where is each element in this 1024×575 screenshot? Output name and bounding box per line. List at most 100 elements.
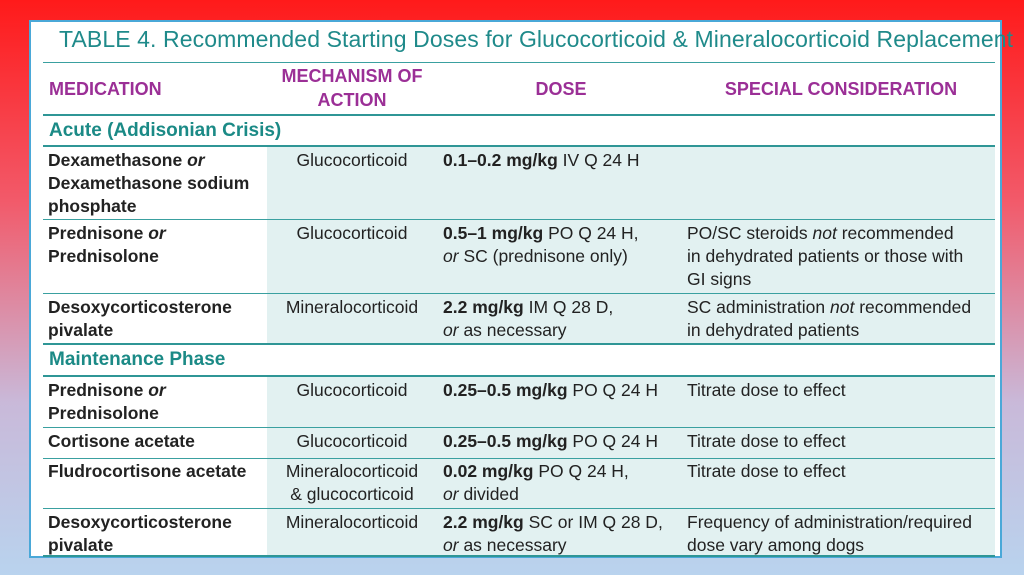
row-3-name: Desoxycorticosterone [48, 297, 232, 317]
table-row-1-dose: 0.1–0.2 mg/kg IV Q 24 H [443, 149, 693, 172]
row-3-spec-line2: in dehydrated patients [687, 320, 860, 340]
section-maintenance-top-divider [43, 343, 995, 345]
row-4-or: or [148, 380, 166, 400]
row-3-dose-route: IM Q 28 D, [528, 297, 614, 317]
table-row-2-dose: 0.5–1 mg/kg PO Q 24 H, or SC (prednisone… [443, 222, 693, 268]
row-6-dose-route: PO Q 24 H, [538, 461, 629, 481]
table-title: TABLE 4. Recommended Starting Doses for … [59, 26, 1014, 52]
row-2-name: Prednisone [48, 223, 144, 243]
row-2-spec-a: PO/SC steroids [687, 223, 808, 243]
table-bottom-rule [43, 555, 995, 557]
row-7-name-line2: pivalate [48, 535, 114, 555]
row-divider [43, 508, 995, 509]
table-row-7-dose: 2.2 mg/kg SC or IM Q 28 D, or as necessa… [443, 511, 693, 557]
section-acute-divider [43, 145, 995, 147]
row-3-dose-amount: 2.2 mg/kg [443, 297, 524, 317]
row-6-dose-amount: 0.02 mg/kg [443, 461, 534, 481]
table-row-4-medication: Prednisone or Prednisolone [48, 379, 268, 425]
table-row-2-special: PO/SC steroids not recommended in dehydr… [687, 222, 999, 291]
row-6-mechanism-line1: Mineralocorticoid [285, 461, 419, 481]
table-row-5-dose: 0.25–0.5 mg/kg PO Q 24 H [443, 430, 693, 453]
row-3-name-line2: pivalate [48, 320, 114, 340]
row-divider [43, 427, 995, 428]
table-row-4-dose: 0.25–0.5 mg/kg PO Q 24 H [443, 379, 693, 402]
row-2-dose-route: PO Q 24 H, [548, 223, 639, 243]
table-row-6-mechanism: Mineralocorticoid & glucocorticoid [271, 460, 433, 506]
row-3-spec-b: recommended [859, 297, 972, 317]
row-3-dose-or: or [443, 320, 459, 340]
row-2-dose-or: or [443, 246, 459, 266]
row-bg [267, 509, 995, 556]
row-4-dose-route: PO Q 24 H [572, 380, 658, 400]
row-2-spec-line3: GI signs [687, 269, 752, 289]
row-bg [267, 377, 995, 427]
header-special-consideration: SPECIAL CONSIDERATION [724, 79, 958, 99]
row-7-name: Desoxycorticosterone [48, 512, 232, 532]
row-2-spec-not: not [812, 223, 837, 243]
table-row-1-medication: Dexamethasone or Dexamethasone sodium ph… [48, 149, 268, 218]
row-3-dose-alt: as necessary [463, 320, 567, 340]
section-acute: Acute (Addisonian Crisis) [49, 120, 282, 141]
row-divider [43, 458, 995, 459]
table-row-3-dose: 2.2 mg/kg IM Q 28 D, or as necessary [443, 296, 693, 342]
row-bg [267, 459, 995, 508]
row-1-dose-route: IV Q 24 H [562, 150, 640, 170]
row-4-name-line2: Prednisolone [48, 403, 159, 423]
table-row-7-mechanism: Mineralocorticoid [285, 512, 419, 532]
header-mechanism-line1: MECHANISM OF [281, 66, 423, 86]
table-row-6-dose: 0.02 mg/kg PO Q 24 H, or divided [443, 460, 693, 506]
table-row-4-special: Titrate dose to effect [687, 380, 846, 400]
table-row-6-special: Titrate dose to effect [687, 461, 846, 481]
row-bg [267, 147, 995, 219]
header-mechanism-line2: ACTION [317, 90, 387, 110]
row-divider [43, 219, 995, 220]
row-2-dose-alt: SC (prednisone only) [463, 246, 628, 266]
row-3-spec-a: SC administration [687, 297, 826, 317]
row-2-spec-line2: in dehydrated patients or those with [687, 246, 964, 266]
row-7-spec-line1: Frequency of administration/required [687, 512, 973, 532]
row-bg [267, 428, 995, 458]
row-2-or: or [148, 223, 166, 243]
row-5-dose-route: PO Q 24 H [572, 431, 658, 451]
row-1-or: or [187, 150, 205, 170]
row-2-name-line2: Prednisolone [48, 246, 159, 266]
row-7-dose-amount: 2.2 mg/kg [443, 512, 524, 532]
table-row-2-mechanism: Glucocorticoid [296, 223, 408, 243]
row-3-spec-not: not [830, 297, 855, 317]
table-row-5-mechanism: Glucocorticoid [296, 431, 408, 451]
row-2-spec-b: recommended [841, 223, 954, 243]
row-1-name: Dexamethasone [48, 150, 183, 170]
row-4-name: Prednisone [48, 380, 144, 400]
row-6-mechanism-line2: & glucocorticoid [290, 484, 414, 504]
header-medication: MEDICATION [49, 79, 162, 99]
header-dose: DOSE [535, 79, 587, 99]
section-maintenance: Maintenance Phase [49, 349, 226, 370]
table-row-3-special: SC administration not recommended in deh… [687, 296, 999, 342]
row-1-name-line2: Dexamethasone sodium [48, 173, 250, 193]
row-7-dose-route: SC or IM Q 28 D, [528, 512, 663, 532]
section-maintenance-divider [43, 375, 995, 377]
row-bg [267, 294, 995, 343]
row-divider [43, 293, 995, 294]
row-bg [267, 220, 995, 293]
row-7-spec-line2: dose vary among dogs [687, 535, 865, 555]
header-divider [43, 114, 995, 116]
table-row-3-medication: Desoxycorticosterone pivalate [48, 296, 268, 342]
header-mechanism: MECHANISM OF ACTION [267, 64, 437, 112]
table-row-5-special: Titrate dose to effect [687, 431, 846, 451]
row-5-dose-amount: 0.25–0.5 mg/kg [443, 431, 568, 451]
row-7-dose-alt: as necessary [463, 535, 567, 555]
row-7-dose-or: or [443, 535, 459, 555]
table-row-4-mechanism: Glucocorticoid [296, 380, 408, 400]
row-6-dose-or: or [443, 484, 459, 504]
table-row-3-mechanism: Mineralocorticoid [285, 297, 419, 317]
table-row-7-special: Frequency of administration/required dos… [687, 511, 999, 557]
row-1-dose-amount: 0.1–0.2 mg/kg [443, 150, 558, 170]
title-divider [43, 62, 995, 63]
table-row-2-medication: Prednisone or Prednisolone [48, 222, 268, 268]
row-2-dose-amount: 0.5–1 mg/kg [443, 223, 544, 243]
table-row-6-medication: Fludrocortisone acetate [48, 461, 247, 481]
row-4-dose-amount: 0.25–0.5 mg/kg [443, 380, 568, 400]
table-row-7-medication: Desoxycorticosterone pivalate [48, 511, 268, 557]
table-row-1-mechanism: Glucocorticoid [296, 150, 408, 170]
